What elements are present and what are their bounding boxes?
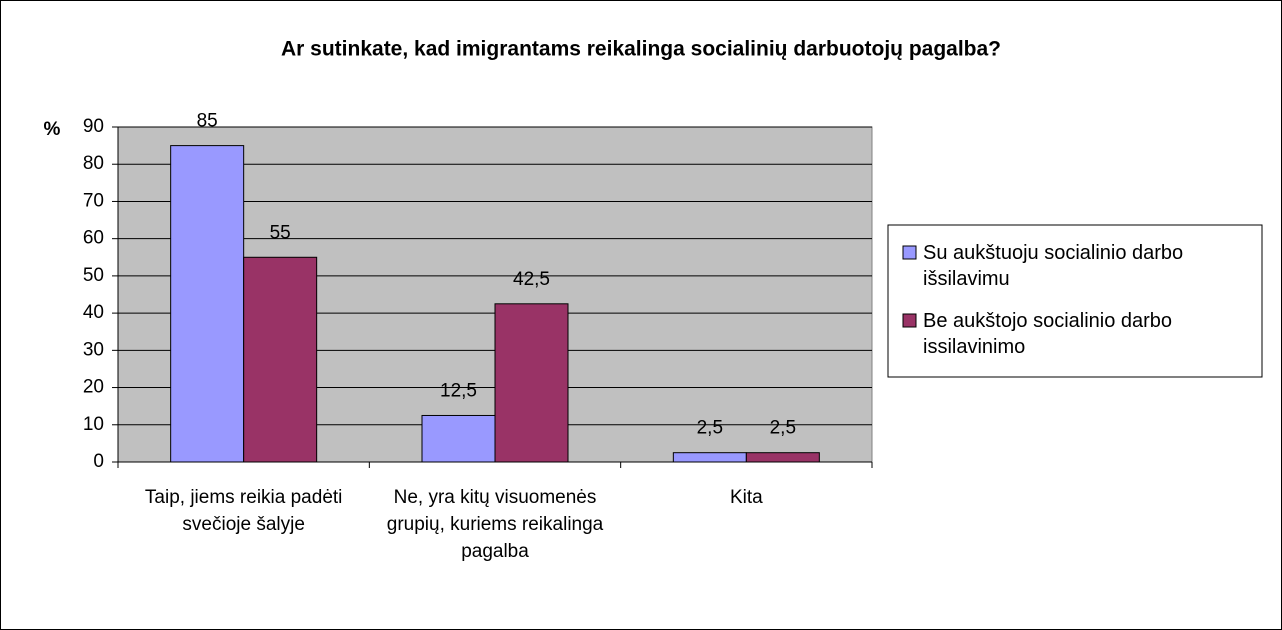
data-label: 55 bbox=[270, 222, 291, 243]
bar bbox=[494, 303, 569, 463]
legend-box bbox=[887, 224, 1263, 378]
legend-label: Su aukštuoju socialinio darbo išsilavimu bbox=[923, 242, 1184, 290]
data-label: 12,5 bbox=[440, 380, 477, 401]
y-tick-label: 40 bbox=[83, 302, 104, 323]
y-tick-label: 60 bbox=[83, 228, 104, 249]
y-axis-label: % bbox=[44, 119, 61, 140]
bar bbox=[170, 145, 245, 463]
x-tick-label: Taip, jiems reikia padėti svečioje šalyj… bbox=[144, 487, 343, 535]
bar bbox=[745, 452, 820, 463]
bar bbox=[243, 256, 318, 463]
chart-title: Ar sutinkate, kad imigrantams reikalinga… bbox=[281, 38, 1001, 61]
y-tick-label: 20 bbox=[83, 377, 104, 398]
legend-swatch bbox=[902, 313, 917, 328]
data-label: 42,5 bbox=[513, 269, 550, 290]
data-label: 2,5 bbox=[770, 418, 796, 439]
x-tick-label: Kita bbox=[729, 487, 763, 508]
y-tick-label: 10 bbox=[83, 414, 104, 435]
legend-label: Be aukštojo socialinio darbo issilavinim… bbox=[923, 310, 1173, 358]
legend-swatch bbox=[902, 245, 917, 260]
y-tick-label: 90 bbox=[83, 116, 104, 137]
data-label: 85 bbox=[197, 111, 218, 132]
y-tick-label: 50 bbox=[83, 265, 104, 286]
y-tick-label: 30 bbox=[83, 339, 104, 360]
x-tick-label: Ne, yra kitų visuomenės grupių, kuriems … bbox=[386, 487, 604, 562]
data-label: 2,5 bbox=[697, 418, 723, 439]
y-tick-label: 0 bbox=[93, 451, 104, 472]
y-tick-label: 80 bbox=[83, 153, 104, 174]
bar bbox=[421, 414, 496, 463]
bar bbox=[672, 452, 747, 463]
y-tick-label: 70 bbox=[83, 190, 104, 211]
